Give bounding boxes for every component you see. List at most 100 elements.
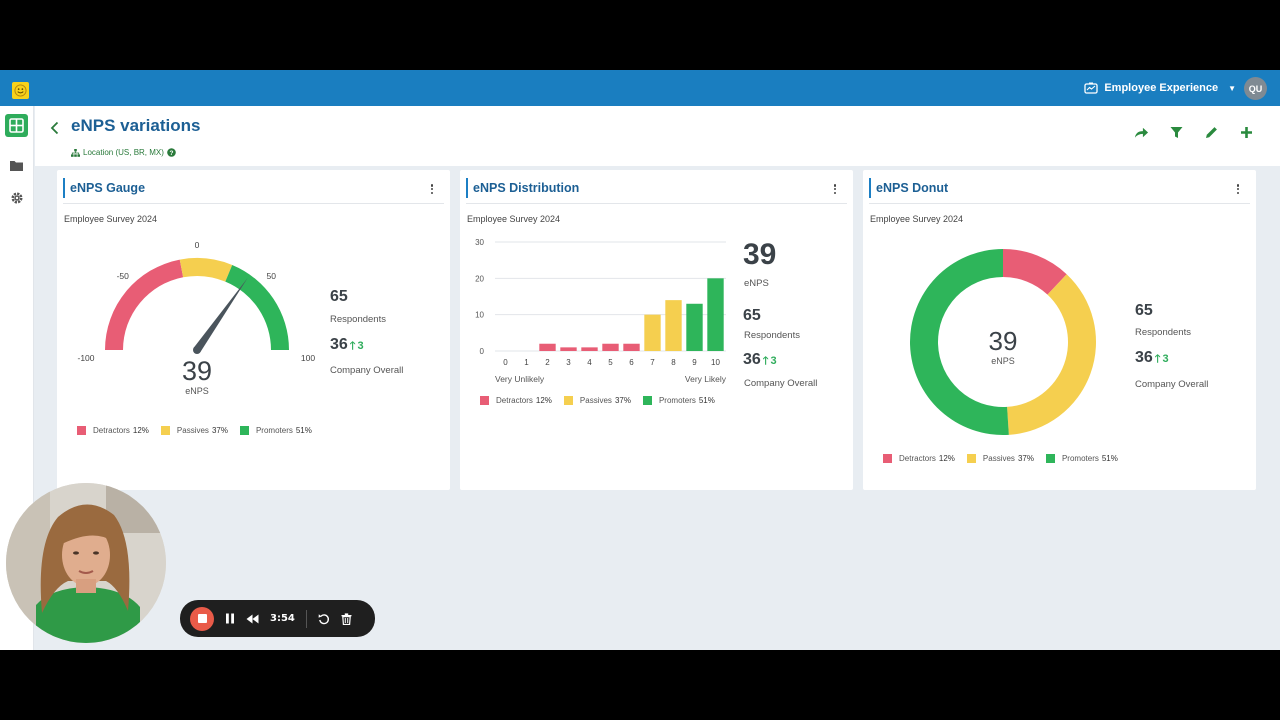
enps-donut-card: eNPS Donut Employee Survey 2024 39 eNPS 6… — [863, 170, 1256, 490]
company-delta: 3 — [357, 340, 364, 352]
x-tick-label: 8 — [671, 358, 676, 367]
arrow-up-icon: 🡑 — [762, 355, 769, 367]
product-icon — [1084, 82, 1098, 94]
edit-button[interactable] — [1204, 125, 1219, 140]
x-tick-label: 10 — [711, 358, 720, 367]
legend: Detractors 12% Passives 37% Promoters 51% — [77, 426, 312, 435]
donut-slice-passives — [1007, 274, 1096, 435]
donut-score: 39 — [989, 326, 1018, 356]
dashboard-icon — [9, 118, 24, 133]
page-title: eNPS variations — [71, 116, 201, 135]
card-title: eNPS Gauge — [63, 178, 145, 198]
sidebar-item-settings[interactable] — [5, 186, 28, 209]
respondents-label: Respondents — [1135, 327, 1191, 338]
legend-promoters: Promoters 51% — [642, 396, 715, 405]
bar-score-9 — [686, 303, 703, 351]
legend-passives: Passives 37% — [563, 396, 631, 405]
add-button[interactable] — [1239, 125, 1254, 140]
company-overall-value: 36 🡑 3 — [1135, 349, 1169, 369]
card-menu-button[interactable] — [427, 182, 437, 196]
svg-text:?: ? — [169, 150, 173, 157]
header-actions — [1134, 125, 1254, 140]
presenter-video — [6, 483, 166, 643]
stop-recording-button[interactable] — [190, 606, 214, 631]
company-overall-score: 36 — [1135, 349, 1153, 366]
gauge-segment-passives — [179, 258, 233, 282]
pencil-icon — [1206, 127, 1217, 138]
gauge-needle — [193, 278, 248, 353]
donut-score-label: eNPS — [991, 356, 1015, 366]
card-header: eNPS Gauge — [63, 178, 444, 204]
stop-icon — [197, 614, 207, 623]
gear-icon — [11, 192, 22, 203]
x-tick-label: 4 — [587, 358, 592, 367]
hierarchy-icon — [71, 148, 80, 157]
card-header: eNPS Donut — [869, 178, 1250, 204]
gauge-tick-label: 50 — [267, 271, 277, 281]
arrow-up-icon: 🡑 — [349, 340, 356, 352]
respondents-count: 65 — [743, 307, 761, 324]
product-switcher[interactable]: Employee Experience ▼ — [1084, 80, 1236, 96]
y-tick-label: 30 — [475, 238, 484, 247]
company-overall-value: 36 🡑 3 — [743, 351, 777, 371]
respondents-count: 65 — [1135, 302, 1153, 319]
bar-score-10 — [707, 278, 724, 351]
user-avatar[interactable]: QU — [1244, 77, 1267, 100]
back-button[interactable] — [47, 119, 61, 137]
gauge-segment-promoters — [225, 265, 289, 350]
respondents-label: Respondents — [330, 314, 386, 325]
share-button[interactable] — [1134, 125, 1149, 140]
bar-score-8 — [665, 300, 682, 351]
x-tick-label: 3 — [566, 358, 571, 367]
x-tick-label: 6 — [629, 358, 634, 367]
chevron-left-icon — [50, 121, 58, 135]
survey-name: Employee Survey 2024 — [870, 214, 964, 224]
sidebar-item-dashboards[interactable] — [5, 114, 28, 137]
company-overall-label: Company Overall — [1135, 379, 1209, 390]
company-overall-label: Company Overall — [744, 378, 818, 389]
legend-detractors: Detractors 12% — [77, 426, 149, 435]
arrow-up-icon: 🡑 — [1154, 353, 1161, 365]
page-header: eNPS variations Location (US, BR, MX) ? — [35, 106, 1280, 166]
survey-name: Employee Survey 2024 — [64, 214, 158, 224]
legend: Detractors 12% Passives 37% Promoters 51% — [480, 396, 715, 405]
scale-anchor-left: Very Unlikely — [495, 374, 545, 384]
pause-icon[interactable] — [225, 613, 235, 624]
help-icon[interactable]: ? — [167, 148, 176, 157]
respondents-label: Respondents — [744, 330, 800, 341]
bar-score-7 — [644, 314, 661, 351]
card-menu-button[interactable] — [1233, 182, 1243, 196]
gauge-tick-label: -50 — [117, 271, 130, 281]
legend: Detractors 12% Passives 37% Promoters 51% — [883, 454, 1118, 463]
sidebar-item-files[interactable] — [5, 154, 28, 177]
distribution-chart: 0 10 20 30 0 1 2 3 4 5 6 7 8 9 10 Very Unlikely Very Lik… — [475, 238, 727, 384]
card-header: eNPS Distribution — [466, 178, 847, 204]
recording-timer: 3:54 — [270, 613, 295, 624]
card-title: eNPS Donut — [869, 178, 948, 198]
divider — [305, 609, 307, 628]
donut-slice-detractors — [1003, 249, 1067, 295]
app-logo[interactable] — [12, 82, 29, 99]
location-filter-label: Location (US, BR, MX) — [83, 148, 164, 157]
restart-icon[interactable] — [318, 613, 330, 625]
x-tick-label: 5 — [608, 358, 613, 367]
bar-score-5 — [602, 343, 619, 351]
folder-icon — [10, 161, 23, 171]
gauge-tick-label: 100 — [301, 353, 315, 363]
filter-button[interactable] — [1169, 125, 1184, 140]
trash-icon[interactable] — [341, 612, 352, 625]
company-overall-label: Company Overall — [330, 365, 404, 376]
location-filter[interactable]: Location (US, BR, MX) ? — [71, 148, 176, 157]
gauge-segment-detractors — [105, 259, 184, 350]
y-tick-label: 20 — [475, 274, 484, 283]
webcam-preview[interactable] — [6, 483, 166, 643]
gauge-needle-hub — [193, 346, 201, 354]
card-menu-button[interactable] — [830, 182, 840, 196]
gauge-score-label: eNPS — [185, 386, 209, 396]
legend-promoters: Promoters 51% — [239, 426, 312, 435]
smiley-logo-icon — [14, 84, 27, 97]
enps-score-label: eNPS — [744, 278, 769, 289]
rewind-icon[interactable] — [246, 614, 259, 624]
